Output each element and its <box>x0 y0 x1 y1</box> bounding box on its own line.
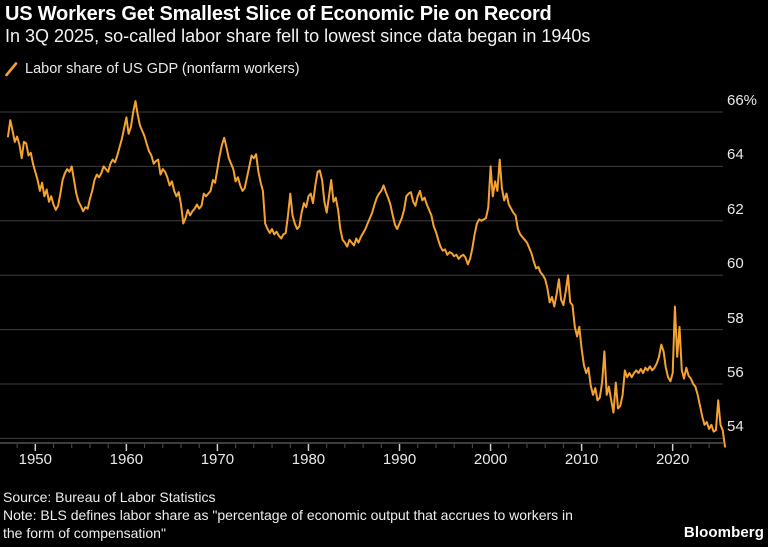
y-axis-tick-label: 66% <box>727 92 758 109</box>
x-axis-tick-label: 1960 <box>109 451 144 468</box>
legend-series-label: Labor share of US GDP (nonfarm workers) <box>25 61 300 77</box>
labor-share-line <box>7 100 726 448</box>
x-axis-tick-label: 2000 <box>473 451 508 468</box>
x-axis-tick-label: 1970 <box>200 451 235 468</box>
legend: Labor share of US GDP (nonfarm workers) <box>5 61 300 77</box>
chart-title: US Workers Get Smallest Slice of Economi… <box>5 3 552 25</box>
y-axis-tick-label: 54 <box>727 418 744 436</box>
x-axis-tick-label: 2020 <box>655 451 690 468</box>
chart-subtitle: In 3Q 2025, so-called labor share fell t… <box>5 26 591 46</box>
source-text: Source: Bureau of Labor Statistics <box>3 489 216 505</box>
note-text-line1: Note: BLS defines labor share as "percen… <box>3 507 573 523</box>
y-axis-tick-label: 58 <box>727 309 744 327</box>
x-axis-tick-label: 2010 <box>564 451 599 468</box>
note-text-line2: the form of compensation" <box>3 525 166 541</box>
x-axis-tick-label: 1950 <box>18 451 52 468</box>
series-swatch-slash-icon <box>5 61 18 77</box>
y-axis-tick-label: 62 <box>727 200 744 218</box>
x-axis-tick-label: 1990 <box>382 451 417 468</box>
y-axis-tick-label: 56 <box>727 364 744 381</box>
y-axis-tick-label: 64 <box>727 146 744 164</box>
x-axis-tick-label: 1980 <box>291 451 326 468</box>
y-axis-tick-label: 60 <box>727 255 744 273</box>
bloomberg-logo: Bloomberg <box>683 524 764 541</box>
